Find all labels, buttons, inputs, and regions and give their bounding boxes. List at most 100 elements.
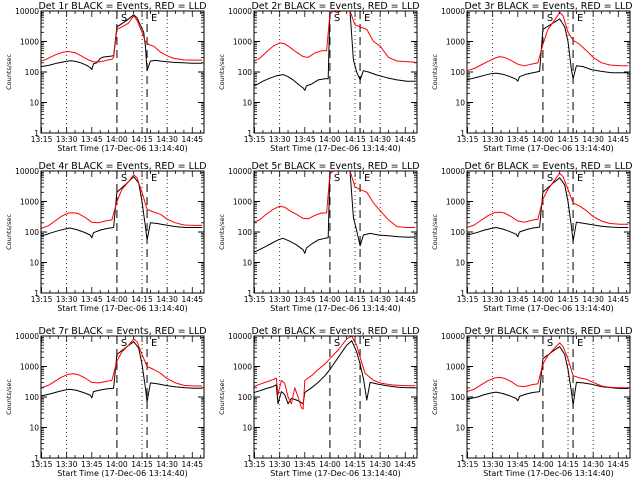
x-tick-label: 14:45 — [607, 295, 629, 304]
y-tick-label: 10 — [455, 259, 465, 268]
interval-marker-label: S — [121, 173, 127, 184]
y-tick-label: 10000 — [441, 7, 465, 16]
y-axis-label: Counts/sec — [431, 379, 439, 415]
x-tick-label: 13:45 — [507, 135, 529, 144]
x-tick-label: 14:15 — [557, 460, 579, 469]
series-lld-line — [466, 11, 629, 72]
y-tick-label: 1 — [247, 454, 252, 463]
x-tick-label: 13:15 — [457, 295, 479, 304]
y-tick-label: 1 — [460, 454, 465, 463]
x-tick-label: 13:45 — [294, 295, 316, 304]
x-tick-label: 13:30 — [269, 295, 291, 304]
y-tick-label: 100 — [25, 68, 40, 77]
panel-title: Det 8r BLACK = Events, RED = LLD — [251, 326, 419, 337]
y-axis-label: Counts/sec — [218, 54, 226, 90]
y-tick-label: 1000 — [233, 363, 252, 372]
x-tick-label: 14:30 — [369, 135, 391, 144]
x-tick-label: 14:15 — [131, 460, 153, 469]
y-tick-label: 100 — [238, 68, 253, 77]
y-tick-label: 1000 — [233, 38, 252, 47]
y-tick-label: 1000 — [20, 198, 39, 207]
x-tick-label: 13:45 — [81, 295, 103, 304]
y-axis-label: Counts/sec — [5, 214, 13, 250]
x-tick-label: 14:30 — [582, 135, 604, 144]
x-tick-label: 14:15 — [557, 295, 579, 304]
x-tick-label: 14:00 — [319, 460, 341, 469]
x-tick-label: 14:30 — [156, 460, 178, 469]
x-tick-label: 13:30 — [56, 135, 78, 144]
interval-marker-label: E — [151, 13, 157, 24]
series-lld-line — [40, 174, 203, 229]
x-tick-label: 14:45 — [607, 135, 629, 144]
y-tick-label: 10 — [242, 99, 252, 108]
y-tick-label: 100 — [451, 393, 466, 402]
panel-title: Det 6r BLACK = Events, RED = LLD — [464, 161, 632, 172]
y-tick-label: 100 — [451, 68, 466, 77]
y-tick-label: 1000 — [446, 38, 465, 47]
x-tick-label: 13:15 — [244, 135, 266, 144]
y-tick-label: 10000 — [228, 332, 252, 341]
y-axis-label: Counts/sec — [431, 214, 439, 250]
x-tick-label: 14:15 — [344, 460, 366, 469]
x-tick-label: 14:45 — [394, 460, 416, 469]
y-tick-label: 10 — [455, 99, 465, 108]
series-lld-line — [466, 342, 629, 393]
y-tick-label: 10 — [29, 99, 39, 108]
x-tick-label: 14:45 — [394, 135, 416, 144]
x-tick-label: 14:00 — [532, 460, 554, 469]
y-tick-label: 10000 — [441, 167, 465, 176]
x-tick-label: 14:45 — [394, 295, 416, 304]
y-axis-label: Counts/sec — [431, 54, 439, 90]
series-events-line — [466, 177, 629, 242]
x-tick-label: 14:30 — [582, 460, 604, 469]
panel-title: Det 2r BLACK = Events, RED = LLD — [251, 1, 419, 12]
y-tick-label: 10 — [29, 424, 39, 433]
x-tick-label: 14:30 — [156, 295, 178, 304]
y-tick-label: 10 — [29, 259, 39, 268]
series-lld-line — [466, 172, 629, 228]
interval-marker-label: S — [547, 173, 553, 184]
series-events-line — [253, 170, 416, 254]
x-axis-label: Start Time (17-Dec-06 13:14:40) — [483, 144, 614, 153]
x-tick-label: 13:30 — [56, 295, 78, 304]
x-tick-label: 14:45 — [181, 295, 203, 304]
x-tick-label: 14:15 — [131, 135, 153, 144]
x-axis-label: Start Time (17-Dec-06 13:14:40) — [483, 304, 614, 313]
y-axis-label: Counts/sec — [218, 214, 226, 250]
interval-marker-label: E — [364, 338, 370, 349]
interval-marker-label: E — [577, 13, 583, 24]
interval-marker-label: S — [547, 338, 553, 349]
x-tick-label: 13:15 — [244, 460, 266, 469]
x-tick-label: 14:00 — [106, 295, 128, 304]
y-tick-label: 10 — [242, 424, 252, 433]
panel-title: Det 9r BLACK = Events, RED = LLD — [464, 326, 632, 337]
x-tick-label: 14:15 — [344, 295, 366, 304]
x-axis-label: Start Time (17-Dec-06 13:14:40) — [57, 469, 188, 478]
panel-title: Det 5r BLACK = Events, RED = LLD — [251, 161, 419, 172]
y-tick-label: 1 — [247, 129, 252, 138]
x-tick-label: 14:30 — [156, 135, 178, 144]
x-tick-label: 13:30 — [482, 460, 504, 469]
y-axis-label: Counts/sec — [5, 54, 13, 90]
x-tick-label: 13:15 — [31, 135, 53, 144]
interval-marker-label: E — [364, 173, 370, 184]
x-tick-label: 14:00 — [319, 135, 341, 144]
x-tick-label: 13:45 — [507, 460, 529, 469]
x-tick-label: 14:00 — [532, 295, 554, 304]
series-events-line — [466, 346, 629, 406]
y-tick-label: 100 — [238, 228, 253, 237]
x-tick-label: 13:15 — [31, 460, 53, 469]
x-tick-label: 14:30 — [369, 295, 391, 304]
y-tick-label: 1000 — [20, 38, 39, 47]
y-tick-label: 1 — [34, 289, 39, 298]
series-lld-line — [40, 338, 203, 389]
series-lld-line — [253, 170, 416, 228]
x-tick-label: 13:45 — [294, 135, 316, 144]
x-tick-label: 14:15 — [557, 135, 579, 144]
